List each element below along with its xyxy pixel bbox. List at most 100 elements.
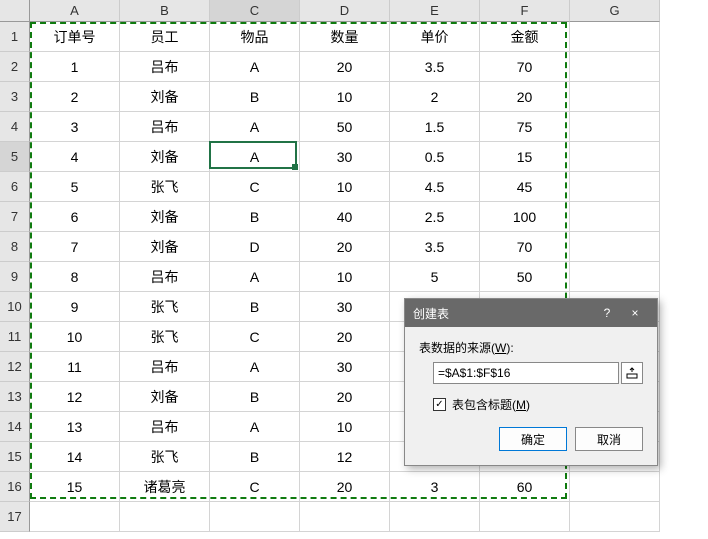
column-header-F[interactable]: F <box>480 0 570 22</box>
cell-C11[interactable]: C <box>210 322 300 352</box>
cell-E16[interactable]: 3 <box>390 472 480 502</box>
cell-B3[interactable]: 刘备 <box>120 82 210 112</box>
cell-E6[interactable]: 4.5 <box>390 172 480 202</box>
cell-C4[interactable]: A <box>210 112 300 142</box>
cell-C6[interactable]: C <box>210 172 300 202</box>
cell-B14[interactable]: 吕布 <box>120 412 210 442</box>
cell-A10[interactable]: 9 <box>30 292 120 322</box>
cell-D11[interactable]: 20 <box>300 322 390 352</box>
row-header-7[interactable]: 7 <box>0 202 30 232</box>
row-header-12[interactable]: 12 <box>0 352 30 382</box>
cell-G4[interactable] <box>570 112 660 142</box>
has-headers-checkbox[interactable]: ✓ <box>433 398 446 411</box>
cell-A8[interactable]: 7 <box>30 232 120 262</box>
cell-F9[interactable]: 50 <box>480 262 570 292</box>
cell-B11[interactable]: 张飞 <box>120 322 210 352</box>
row-header-14[interactable]: 14 <box>0 412 30 442</box>
cell-F2[interactable]: 70 <box>480 52 570 82</box>
cell-B4[interactable]: 吕布 <box>120 112 210 142</box>
cell-B10[interactable]: 张飞 <box>120 292 210 322</box>
cell-C15[interactable]: B <box>210 442 300 472</box>
cell-G5[interactable] <box>570 142 660 172</box>
column-header-G[interactable]: G <box>570 0 660 22</box>
cell-E4[interactable]: 1.5 <box>390 112 480 142</box>
cell-A13[interactable]: 12 <box>30 382 120 412</box>
row-header-5[interactable]: 5 <box>0 142 30 172</box>
row-header-3[interactable]: 3 <box>0 82 30 112</box>
cell-F17[interactable] <box>480 502 570 532</box>
column-header-B[interactable]: B <box>120 0 210 22</box>
help-button[interactable]: ? <box>593 299 621 327</box>
cell-G6[interactable] <box>570 172 660 202</box>
cell-F6[interactable]: 45 <box>480 172 570 202</box>
cell-B2[interactable]: 吕布 <box>120 52 210 82</box>
cell-A6[interactable]: 5 <box>30 172 120 202</box>
cell-A4[interactable]: 3 <box>30 112 120 142</box>
cell-G16[interactable] <box>570 472 660 502</box>
select-all-corner[interactable] <box>0 0 30 22</box>
cell-G8[interactable] <box>570 232 660 262</box>
cell-D3[interactable]: 10 <box>300 82 390 112</box>
collapse-dialog-button[interactable] <box>621 362 643 384</box>
row-header-15[interactable]: 15 <box>0 442 30 472</box>
row-header-16[interactable]: 16 <box>0 472 30 502</box>
cell-D7[interactable]: 40 <box>300 202 390 232</box>
cell-E17[interactable] <box>390 502 480 532</box>
cell-C1[interactable]: 物品 <box>210 22 300 52</box>
cell-E1[interactable]: 单价 <box>390 22 480 52</box>
cell-F8[interactable]: 70 <box>480 232 570 262</box>
cell-F7[interactable]: 100 <box>480 202 570 232</box>
cell-A16[interactable]: 15 <box>30 472 120 502</box>
cell-C12[interactable]: A <box>210 352 300 382</box>
cell-E8[interactable]: 3.5 <box>390 232 480 262</box>
cell-D13[interactable]: 20 <box>300 382 390 412</box>
cell-C8[interactable]: D <box>210 232 300 262</box>
cell-B9[interactable]: 吕布 <box>120 262 210 292</box>
cell-C2[interactable]: A <box>210 52 300 82</box>
cell-B5[interactable]: 刘备 <box>120 142 210 172</box>
cell-A7[interactable]: 6 <box>30 202 120 232</box>
cell-G2[interactable] <box>570 52 660 82</box>
cell-B12[interactable]: 吕布 <box>120 352 210 382</box>
cell-A1[interactable]: 订单号 <box>30 22 120 52</box>
cell-C16[interactable]: C <box>210 472 300 502</box>
cell-D2[interactable]: 20 <box>300 52 390 82</box>
row-header-1[interactable]: 1 <box>0 22 30 52</box>
cell-D17[interactable] <box>300 502 390 532</box>
cell-D15[interactable]: 12 <box>300 442 390 472</box>
cell-A12[interactable]: 11 <box>30 352 120 382</box>
cell-E5[interactable]: 0.5 <box>390 142 480 172</box>
cell-E9[interactable]: 5 <box>390 262 480 292</box>
dialog-titlebar[interactable]: 创建表 ? × <box>405 299 657 327</box>
column-header-D[interactable]: D <box>300 0 390 22</box>
cell-C13[interactable]: B <box>210 382 300 412</box>
cell-A9[interactable]: 8 <box>30 262 120 292</box>
column-header-A[interactable]: A <box>30 0 120 22</box>
cell-C10[interactable]: B <box>210 292 300 322</box>
ok-button[interactable]: 确定 <box>499 427 567 451</box>
cell-D6[interactable]: 10 <box>300 172 390 202</box>
cell-F5[interactable]: 15 <box>480 142 570 172</box>
cell-F1[interactable]: 金额 <box>480 22 570 52</box>
cell-D9[interactable]: 10 <box>300 262 390 292</box>
cell-C17[interactable] <box>210 502 300 532</box>
row-header-4[interactable]: 4 <box>0 112 30 142</box>
has-headers-checkbox-row[interactable]: ✓ 表包含标题(M) <box>419 396 643 413</box>
cell-D4[interactable]: 50 <box>300 112 390 142</box>
cell-G17[interactable] <box>570 502 660 532</box>
cell-G7[interactable] <box>570 202 660 232</box>
cell-E3[interactable]: 2 <box>390 82 480 112</box>
cell-E7[interactable]: 2.5 <box>390 202 480 232</box>
cell-D8[interactable]: 20 <box>300 232 390 262</box>
row-header-9[interactable]: 9 <box>0 262 30 292</box>
cell-D5[interactable]: 30 <box>300 142 390 172</box>
cell-D16[interactable]: 20 <box>300 472 390 502</box>
row-header-6[interactable]: 6 <box>0 172 30 202</box>
column-header-E[interactable]: E <box>390 0 480 22</box>
cell-B1[interactable]: 员工 <box>120 22 210 52</box>
cell-G9[interactable] <box>570 262 660 292</box>
row-header-10[interactable]: 10 <box>0 292 30 322</box>
cell-A15[interactable]: 14 <box>30 442 120 472</box>
column-header-C[interactable]: C <box>210 0 300 22</box>
cell-B7[interactable]: 刘备 <box>120 202 210 232</box>
